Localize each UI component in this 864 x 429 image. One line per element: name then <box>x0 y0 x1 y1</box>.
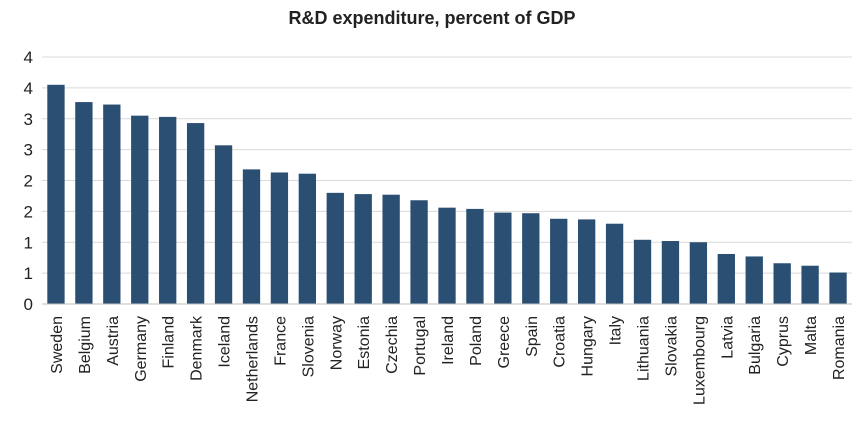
x-tick-label: Austria <box>105 316 122 366</box>
x-tick-label: Italy <box>608 316 625 345</box>
x-tick-label: Luxembourg <box>691 316 708 405</box>
x-tick-label: Spain <box>524 316 541 357</box>
x-tick-label: Germany <box>133 316 150 382</box>
bar-ireland <box>438 207 456 304</box>
x-tick-label: Bulgaria <box>747 316 764 375</box>
bar-malta <box>801 265 819 304</box>
x-tick-label: Greece <box>496 316 513 369</box>
bar-italy <box>605 223 624 304</box>
bar-belgium <box>75 102 93 304</box>
bar-france <box>270 172 289 304</box>
y-tick-label: 4 <box>24 79 33 98</box>
x-tick-label: France <box>272 316 289 366</box>
x-tick-label: Iceland <box>217 316 234 368</box>
x-tick-label: Belgium <box>77 316 94 374</box>
bar-czechia <box>382 194 400 304</box>
x-tick-label: Czechia <box>384 316 401 374</box>
x-tick-label: Estonia <box>356 316 373 369</box>
y-tick-label: 2 <box>24 172 33 191</box>
y-tick-label: 3 <box>24 141 33 160</box>
x-tick-label: Netherlands <box>244 316 261 402</box>
y-axis: 0 1 1 2 2 3 3 4 4 <box>24 48 33 314</box>
x-tick-label: Lithuania <box>636 316 653 381</box>
x-tick-label: Slovenia <box>300 316 317 377</box>
bar-spain <box>522 213 540 304</box>
bar-greece <box>494 212 512 304</box>
x-tick-label: Ireland <box>440 316 457 365</box>
bar-hungary <box>577 219 596 304</box>
bar-austria <box>103 104 121 304</box>
bar-romania <box>829 272 847 304</box>
bar-luxembourg <box>689 242 708 304</box>
bar-lithuania <box>633 239 652 304</box>
bar-slovakia <box>661 241 680 304</box>
y-tick-label: 0 <box>24 295 33 314</box>
x-tick-label: Finland <box>161 316 178 368</box>
y-tick-label: 1 <box>24 233 33 252</box>
x-tick-label: Latvia <box>719 316 736 359</box>
bar-iceland <box>214 145 233 304</box>
y-tick-label: 1 <box>24 264 33 283</box>
bar-poland <box>466 208 484 304</box>
x-tick-label: Portugal <box>412 316 429 376</box>
x-tick-label: Malta <box>803 316 820 355</box>
x-tick-label: Slovakia <box>663 316 680 377</box>
y-tick-label: 4 <box>24 48 33 67</box>
x-tick-label: Hungary <box>580 316 597 376</box>
x-tick-label: Poland <box>468 316 485 366</box>
x-tick-label: Denmark <box>189 315 206 381</box>
y-tick-label: 3 <box>24 110 33 129</box>
x-tick-label: Sweden <box>49 316 66 374</box>
bar-cyprus <box>773 263 791 304</box>
x-tick-label: Croatia <box>552 316 569 368</box>
bar-sweden <box>47 84 65 304</box>
bar-latvia <box>717 253 735 304</box>
x-tick-label: Cyprus <box>775 316 792 367</box>
bar-portugal <box>410 200 428 304</box>
bar-norway <box>326 192 344 304</box>
bar-croatia <box>550 218 568 304</box>
bar-slovenia <box>298 173 317 304</box>
chart-title: R&D expenditure, percent of GDP <box>288 8 576 28</box>
x-tick-label: Norway <box>328 316 345 370</box>
bar-estonia <box>354 194 372 304</box>
bar-netherlands <box>242 169 261 304</box>
x-tick-label: Romania <box>831 316 848 380</box>
bars <box>47 84 847 305</box>
bar-denmark <box>186 123 205 304</box>
bar-germany <box>131 115 149 304</box>
bar-bulgaria <box>745 256 763 304</box>
y-tick-label: 2 <box>24 202 33 221</box>
x-axis: Sweden Belgium Austria Germany Finland Denmar… <box>49 315 848 405</box>
bar-finland <box>159 116 177 305</box>
